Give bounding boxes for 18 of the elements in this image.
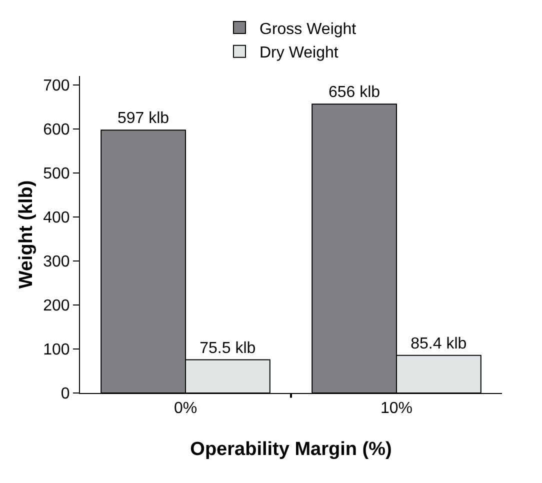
y-tick-label: 200 <box>43 298 70 315</box>
data-label: 597 klb <box>117 110 170 128</box>
x-tick-label: 0% <box>174 400 198 418</box>
x-axis-title: Operability Margin (%) <box>190 439 392 460</box>
y-tick-label: 400 <box>43 209 70 226</box>
data-label: 75.5 klb <box>200 340 256 357</box>
y-tick-label: 700 <box>43 77 70 94</box>
legend-label: Gross Weight <box>260 20 357 38</box>
y-tick-label: 100 <box>43 342 70 359</box>
y-tick-label: 600 <box>43 121 70 138</box>
data-label: 656 klb <box>328 84 380 102</box>
data-label: 85.4 klb <box>410 335 467 352</box>
x-tick-label: 10% <box>380 400 413 418</box>
legend-label: Dry Weight <box>260 44 339 62</box>
y-tick-label: 500 <box>43 165 70 182</box>
y-axis-title: Weight (klb) <box>16 180 37 289</box>
y-tick-label: 0 <box>60 386 70 403</box>
y-tick-label: 300 <box>43 254 70 271</box>
